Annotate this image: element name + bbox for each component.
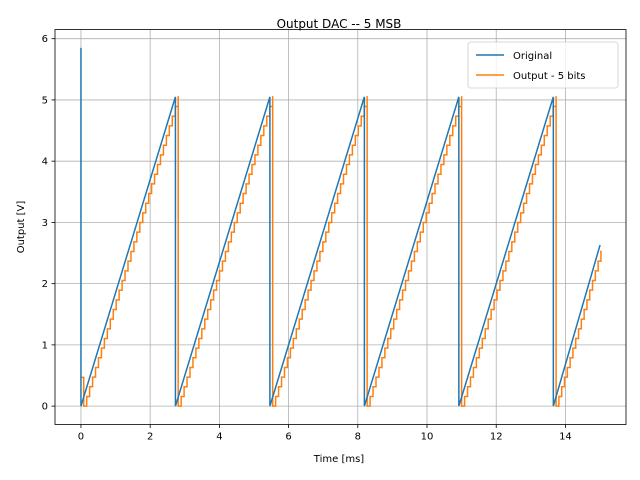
- chart-title: Output DAC -- 5 MSB: [277, 17, 402, 31]
- legend-box: [467, 41, 619, 89]
- x-tick-label: 2: [147, 432, 153, 443]
- y-axis-label: Output [V]: [16, 201, 27, 254]
- legend-label: Output - 5 bits: [513, 71, 586, 82]
- series-output-5-bits: [80, 96, 602, 407]
- plot-frame: [54, 29, 627, 425]
- y-tick-label: 4: [42, 157, 48, 168]
- y-tick-label: 3: [42, 218, 48, 229]
- y-tick-label: 1: [42, 340, 48, 351]
- y-tick-label: 6: [42, 34, 48, 45]
- x-tick-label: 10: [421, 432, 434, 443]
- x-tick-label: 14: [559, 432, 572, 443]
- y-tick-label: 2: [42, 279, 48, 290]
- legend-label: Original: [513, 51, 552, 62]
- series-original: [80, 47, 601, 407]
- x-axis-label: Time [ms]: [313, 454, 365, 465]
- x-tick-label: 8: [355, 432, 361, 443]
- x-tick-label: 4: [216, 432, 222, 443]
- x-tick-label: 6: [285, 432, 291, 443]
- legend: Original Output - 5 bits: [467, 41, 619, 89]
- series-layer: [80, 47, 602, 407]
- y-tick-label: 5: [42, 95, 48, 106]
- grid: [55, 29, 626, 425]
- x-tick-label: 12: [490, 432, 503, 443]
- x-tick-label: 0: [78, 432, 84, 443]
- y-tick-label: 0: [42, 402, 48, 413]
